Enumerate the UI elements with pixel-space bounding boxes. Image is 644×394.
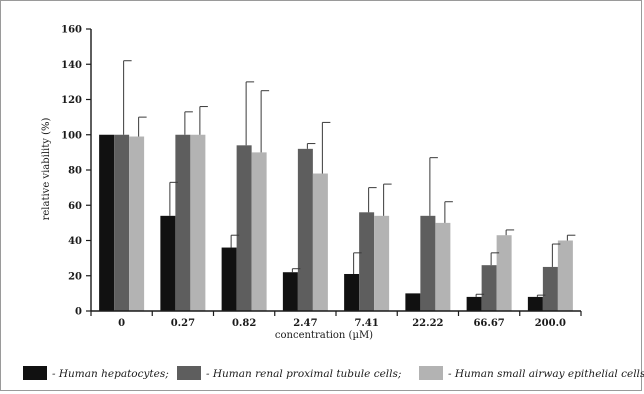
legend-swatch-1 [23,366,47,380]
bar-series-1 [405,293,421,311]
bar-series-1 [282,272,298,311]
legend-swatch-2 [177,366,201,380]
bar-series-3 [190,134,206,311]
legend-label-3: - Human small airway epithelial cells. [448,368,644,380]
y-tick-label: 140 [61,60,82,71]
bar-series-2 [481,265,497,311]
x-tick-label: 0.27 [171,318,195,329]
bar-series-2 [297,148,313,311]
bar-series-3 [129,136,145,311]
bar-series-1 [99,134,115,311]
bar-series-3 [496,235,512,311]
y-tick-label: 100 [61,130,82,141]
bars-layer [99,134,573,311]
x-ticks: 0 0.27 0.82 2.47 7.41 22.22 66.67 200.0 [90,311,582,329]
x-tick-label: 22.22 [412,318,443,329]
bar-series-2 [420,215,436,311]
y-tick-label: 20 [68,271,82,282]
x-tick-label: 200.0 [535,318,566,329]
error-bars-layer [123,60,576,297]
legend-swatch-3 [419,366,443,380]
bar-series-2 [175,134,191,311]
bar-series-1 [466,296,482,311]
y-tick-label: 40 [68,236,82,247]
legend-label-1: - Human hepatocytes; [52,368,169,380]
x-tick-label: 0.82 [232,318,256,329]
bar-series-2 [359,212,375,311]
x-tick-label: 2.47 [293,318,317,329]
bar-series-1 [344,273,360,311]
legend: - Human hepatocytes; - Human renal proxim… [23,366,644,380]
bar-series-3 [374,215,390,311]
y-tick-label: 60 [68,201,82,212]
bar-series-3 [435,222,451,311]
x-tick-label: 66.67 [473,318,504,329]
y-ticks: 0 20 40 60 80 100 120 140 160 [61,25,91,318]
bar-series-3 [251,152,267,311]
y-tick-label: 0 [75,307,82,318]
bar-series-2 [236,145,252,311]
x-tick-label: 0 [118,318,125,329]
bar-series-3 [312,173,328,311]
y-tick-label: 80 [68,166,82,177]
bar-series-1 [160,215,176,311]
bar-series-3 [557,240,573,311]
x-axis-title: concentration (µM) [275,330,373,341]
y-tick-label: 120 [61,95,82,106]
bar-series-2 [114,134,130,311]
y-tick-label: 160 [61,25,82,36]
legend-label-2: - Human renal proximal tubule cells; [206,368,401,380]
y-axis-title: relative viability (%) [41,118,52,221]
bar-series-1 [527,296,543,311]
bar-series-1 [221,247,237,311]
bar-series-2 [542,266,558,311]
x-tick-label: 7.41 [354,318,378,329]
